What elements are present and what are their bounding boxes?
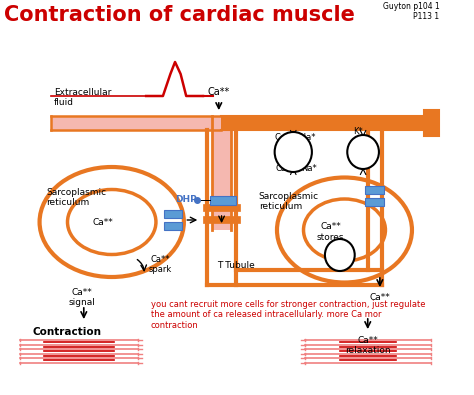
FancyBboxPatch shape — [203, 204, 240, 211]
Text: Contraction of cardiac muscle: Contraction of cardiac muscle — [4, 5, 355, 25]
Text: Ca**
signal: Ca** signal — [68, 288, 95, 307]
Text: you cant recruit more cells for stronger contraction, just regulate
the amount o: you cant recruit more cells for stronger… — [151, 300, 425, 330]
Text: Ca**: Ca** — [369, 293, 390, 302]
Text: Sarcoplasmic
reticulum: Sarcoplasmic reticulum — [46, 188, 107, 207]
Text: Ca**
relaxation: Ca** relaxation — [345, 336, 391, 356]
FancyBboxPatch shape — [212, 130, 231, 230]
Text: Guyton p104 1
P113 1: Guyton p104 1 P113 1 — [383, 2, 439, 21]
Text: Extracellular
fluid: Extracellular fluid — [54, 88, 111, 107]
Circle shape — [274, 132, 312, 172]
Circle shape — [325, 239, 355, 271]
Text: Ca**: Ca** — [275, 164, 295, 173]
FancyBboxPatch shape — [365, 198, 383, 206]
Text: Ca**  Na*: Ca** Na* — [274, 134, 315, 143]
Text: ATP: ATP — [354, 147, 373, 156]
FancyBboxPatch shape — [164, 210, 182, 218]
Text: K*: K* — [354, 128, 363, 137]
Text: Sarcoplasmic
reticulum: Sarcoplasmic reticulum — [259, 192, 319, 211]
Text: Contraction: Contraction — [33, 327, 101, 337]
FancyBboxPatch shape — [51, 116, 221, 130]
FancyBboxPatch shape — [365, 186, 383, 194]
Text: T Tubule: T Tubule — [217, 260, 255, 269]
Text: ATP: ATP — [331, 250, 349, 260]
Text: Ca**
spark: Ca** spark — [148, 255, 172, 275]
Text: DHP: DHP — [175, 194, 196, 203]
Text: Ca**
stores: Ca** stores — [317, 222, 344, 242]
Circle shape — [347, 135, 379, 169]
FancyBboxPatch shape — [164, 222, 182, 230]
Text: Ca**: Ca** — [208, 87, 230, 97]
Text: Ca**: Ca** — [92, 218, 113, 226]
FancyBboxPatch shape — [424, 110, 438, 136]
Text: Na*: Na* — [301, 164, 317, 173]
FancyBboxPatch shape — [210, 196, 237, 205]
FancyBboxPatch shape — [221, 116, 426, 130]
FancyBboxPatch shape — [203, 216, 240, 223]
